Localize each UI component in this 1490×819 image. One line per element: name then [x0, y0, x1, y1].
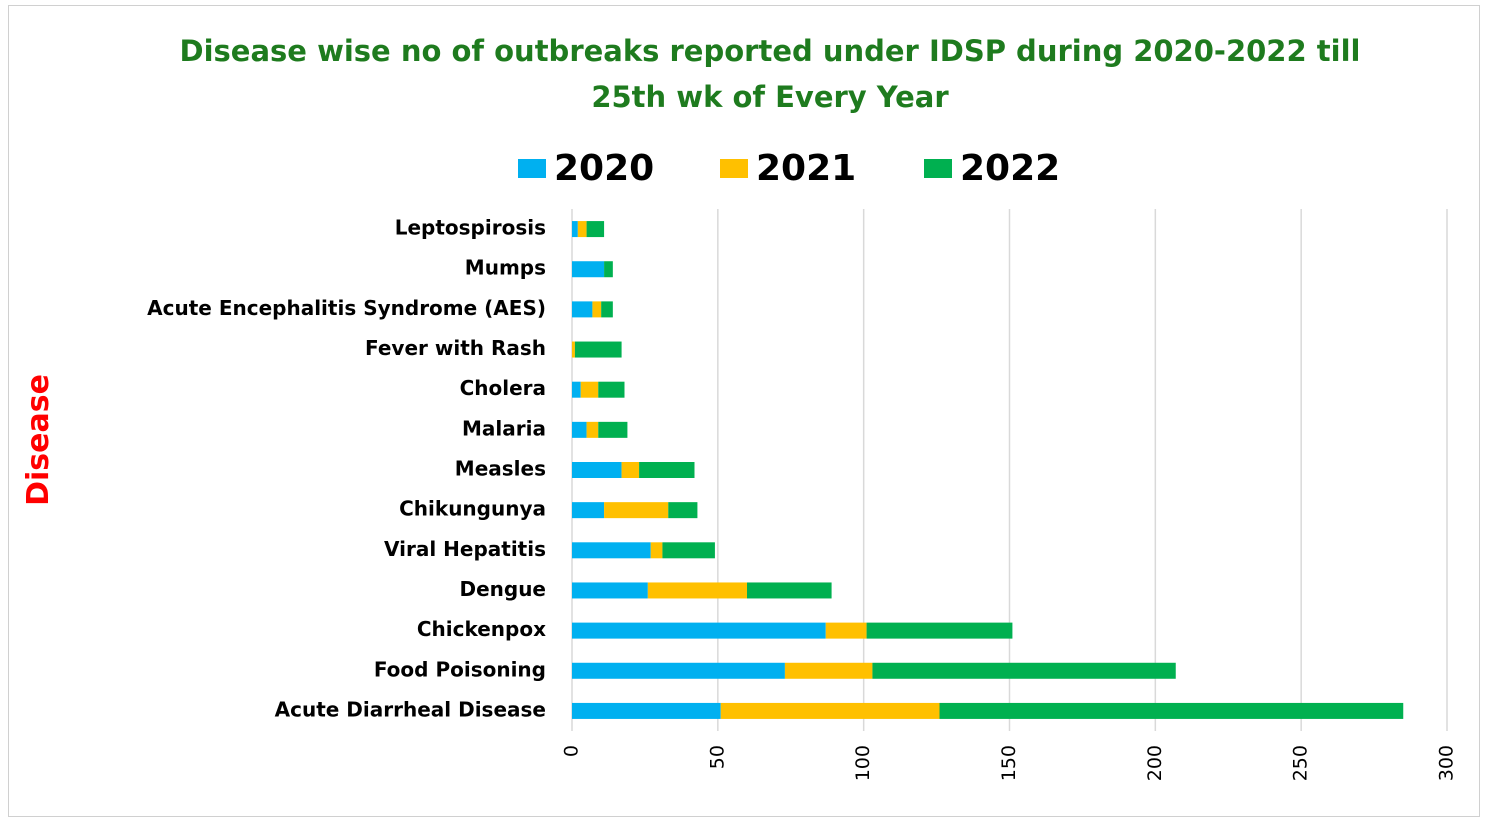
bar-2021	[621, 462, 640, 478]
legend-item-2022: 2022	[924, 145, 1060, 191]
legend-label-2021: 2021	[756, 147, 857, 189]
bar-2021	[720, 702, 940, 719]
bar-2020	[572, 301, 593, 318]
chart-frame	[8, 5, 1480, 817]
legend-swatch-2020	[518, 158, 546, 178]
bar-2020	[572, 622, 826, 639]
category-label: Mumps	[465, 256, 546, 280]
x-tick-label-250: 250	[1290, 745, 1312, 781]
bar-2022	[574, 341, 622, 358]
legend-label-2022: 2022	[960, 147, 1061, 189]
legend-label-2020: 2020	[554, 147, 655, 189]
bar-2022	[662, 542, 715, 559]
bar-2021	[580, 381, 599, 398]
bar-2020	[572, 462, 622, 478]
bar-2020	[572, 381, 581, 398]
bar-2022	[639, 462, 695, 478]
bar-2022	[939, 702, 1404, 719]
legend: 2020 2021 2022	[0, 145, 1490, 191]
bar-2022	[668, 502, 698, 519]
bar-2021	[647, 582, 747, 599]
x-tick-label-0: 0	[561, 745, 583, 757]
bar-2020	[572, 261, 605, 278]
bar-2020	[572, 702, 721, 719]
bar-2022	[598, 381, 625, 398]
category-label: Acute Diarrheal Disease	[275, 697, 546, 721]
bar-2021	[604, 502, 669, 519]
category-label: Measles	[455, 457, 546, 481]
bar-2021	[825, 622, 867, 639]
bar-2021	[592, 301, 602, 318]
chart-title-line-2: 25th wk of Every Year	[591, 80, 949, 114]
category-label: Chikungunya	[399, 497, 546, 521]
bar-2021	[577, 221, 587, 238]
x-tick-label-150: 150	[998, 745, 1020, 781]
bar-2020	[572, 542, 651, 559]
bar-2020	[572, 662, 785, 679]
legend-item-2020: 2020	[518, 145, 654, 191]
legend-swatch-2022	[924, 158, 952, 178]
category-label: Leptospirosis	[395, 216, 546, 240]
bar-2020	[572, 502, 605, 519]
chart-title-line-1: Disease wise no of outbreaks reported un…	[179, 34, 1361, 68]
bar-2020	[572, 221, 578, 238]
category-label: Chickenpox	[417, 617, 546, 641]
bar-2021	[572, 341, 575, 358]
bar-2022	[601, 301, 613, 318]
legend-item-2021: 2021	[720, 145, 856, 191]
bar-2021	[784, 662, 873, 679]
category-label: Dengue	[459, 577, 546, 601]
bar-2022	[872, 662, 1176, 679]
chart-title: Disease wise no of outbreaks reported un…	[160, 28, 1380, 120]
x-tick-label-300: 300	[1436, 745, 1458, 781]
bar-2022	[604, 261, 613, 278]
bar-2021	[586, 421, 599, 438]
category-label: Cholera	[460, 376, 546, 400]
category-label: Acute Encephalitis Syndrome (AES)	[147, 296, 546, 320]
x-tick-label-50: 50	[706, 745, 728, 769]
bar-2021	[650, 542, 663, 559]
bar-2020	[572, 421, 587, 438]
category-label: Malaria	[462, 416, 546, 440]
x-tick-label-100: 100	[852, 745, 874, 781]
category-label: Viral Hepatitis	[384, 537, 546, 561]
legend-swatch-2021	[720, 158, 748, 178]
category-label: Food Poisoning	[374, 657, 546, 681]
category-label: Fever with Rash	[365, 336, 546, 360]
x-tick-label-200: 200	[1144, 745, 1166, 781]
bar-2020	[572, 582, 648, 599]
bar-2022	[586, 221, 605, 238]
bar-2022	[747, 582, 832, 599]
bar-2022	[598, 421, 628, 438]
bar-2022	[866, 622, 1013, 639]
